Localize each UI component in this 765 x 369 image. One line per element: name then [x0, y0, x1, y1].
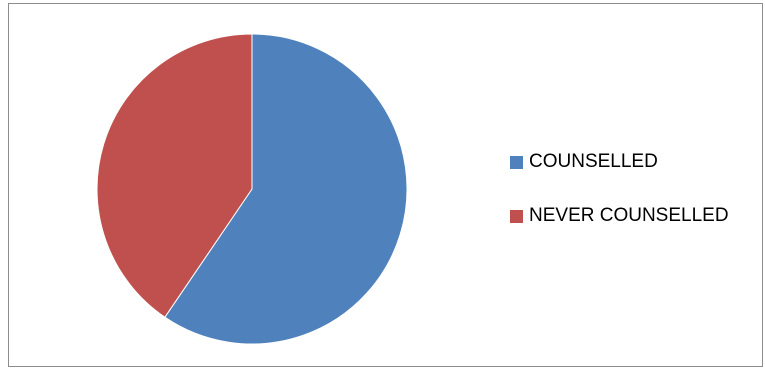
pie-slices — [96, 33, 408, 345]
legend: COUNSELLED NEVER COUNSELLED — [510, 150, 729, 258]
legend-item-counselled: COUNSELLED — [510, 150, 729, 174]
legend-label-counselled: COUNSELLED — [529, 151, 658, 172]
legend-swatch-never-counselled — [510, 209, 523, 223]
pie-slice-counselled — [164, 33, 408, 345]
legend-swatch-counselled — [510, 155, 523, 169]
pie-slice-never-counselled — [96, 33, 253, 318]
chart-area: COUNSELLED NEVER COUNSELLED — [8, 3, 763, 367]
legend-item-never-counselled: NEVER COUNSELLED — [510, 204, 729, 228]
legend-label-never-counselled: NEVER COUNSELLED — [529, 205, 729, 226]
pie-chart — [96, 33, 408, 345]
